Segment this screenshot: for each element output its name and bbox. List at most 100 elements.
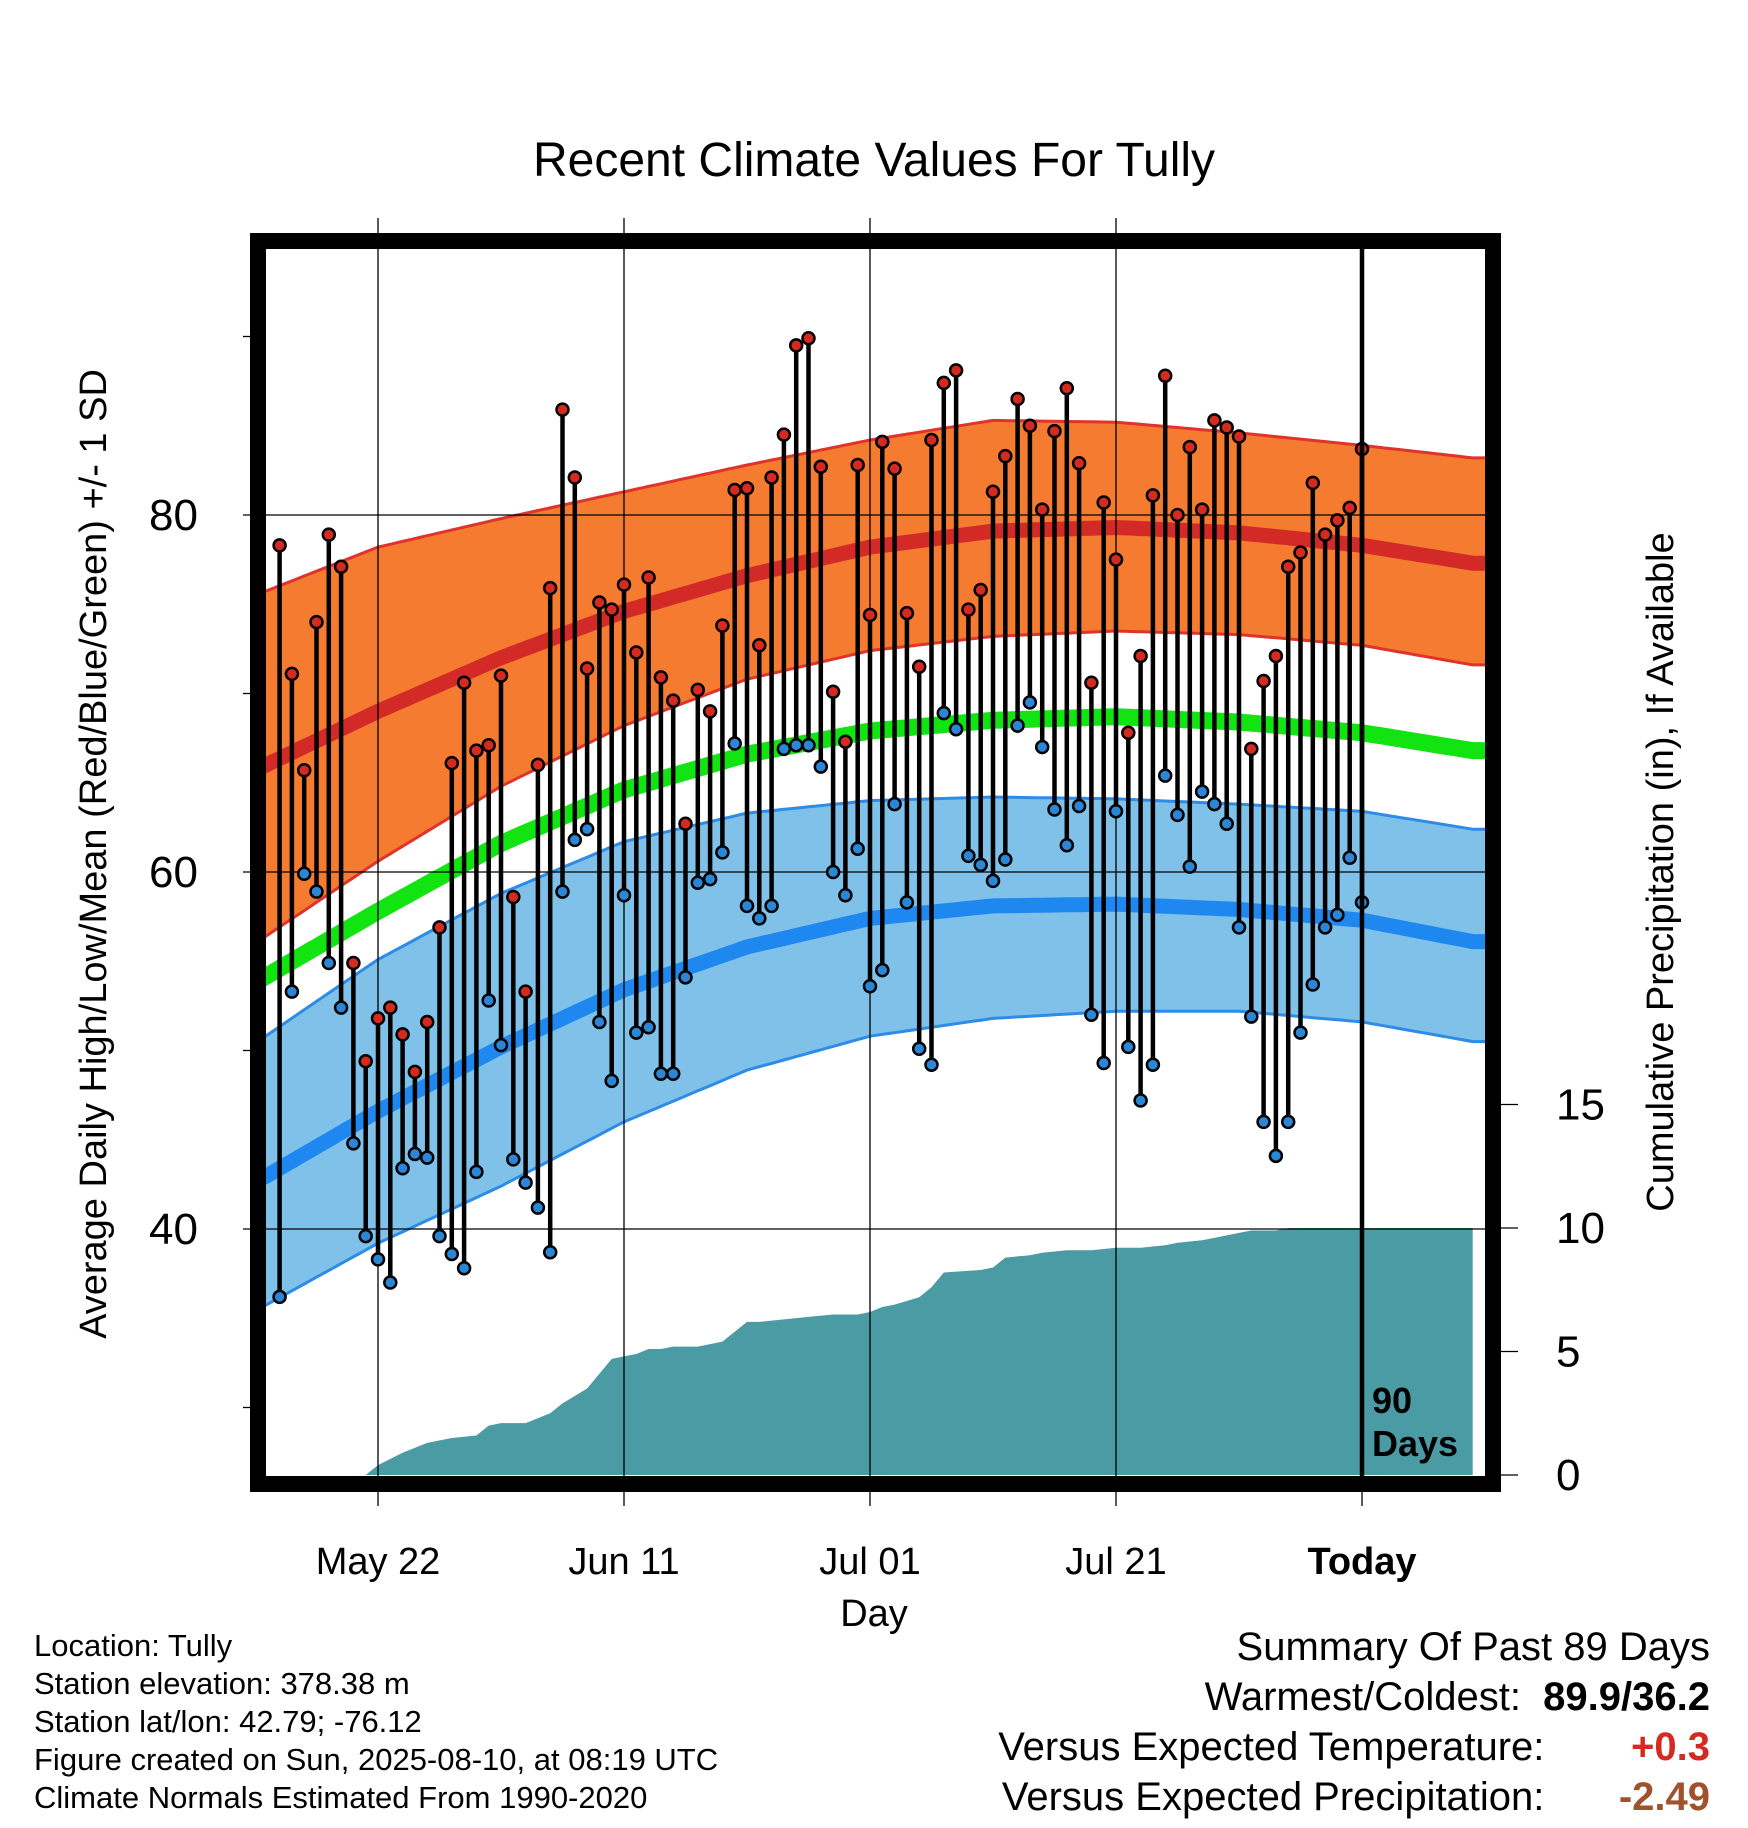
daily-low-point (1010, 718, 1025, 733)
daily-low-point (1194, 784, 1210, 799)
daily-high-point (739, 480, 755, 496)
daily-low-point (1219, 816, 1234, 832)
daily-high-point (641, 570, 656, 585)
daily-low-point (936, 705, 952, 721)
daily-high-point (825, 684, 841, 699)
daily-high-point (432, 920, 447, 935)
daily-low-point (407, 1146, 423, 1162)
plot-frame (250, 233, 1501, 1492)
daily-high-point (875, 434, 890, 450)
daily-low-point (296, 866, 312, 882)
x-axis-label: Day (840, 1593, 908, 1635)
daily-low-point (1034, 739, 1050, 755)
daily-high-point (1108, 552, 1124, 567)
elevation-text: Station elevation: 378.38 m (34, 1666, 410, 1701)
daily-high-point (370, 1011, 386, 1026)
daily-low-point (924, 1057, 939, 1073)
daily-high-point (1133, 648, 1148, 664)
daily-high-point (579, 661, 595, 676)
y-tick-label: 60 (149, 848, 198, 897)
precip-row: Versus Expected Precipitation: -2.49 (998, 1772, 1710, 1822)
daily-low-point (973, 857, 988, 873)
daily-high-point (961, 602, 976, 617)
chart-title: Recent Climate Values For Tully (533, 134, 1215, 187)
daily-low-point (518, 1175, 533, 1190)
daily-high-point (776, 427, 792, 442)
daily-high-point (948, 363, 964, 378)
daily-low-point (321, 955, 337, 971)
summary-title: Summary Of Past 89 Days (1236, 1625, 1710, 1669)
y2-tick-label: 0 (1556, 1451, 1580, 1500)
high-sd-band (266, 420, 1485, 937)
y-axis-label: Average Daily High/Low/Mean (Red/Blue/Gr… (73, 369, 115, 1339)
daily-low-point (272, 1289, 287, 1305)
daily-high-point (911, 659, 927, 674)
daily-high-point (456, 675, 472, 691)
warmest-label: Warmest/Coldest: (1204, 1675, 1521, 1719)
daily-low-point (961, 848, 976, 864)
warmest-value: 89.9/36.2 (1543, 1675, 1710, 1719)
daily-high-point (850, 457, 865, 473)
temp-row: Versus Expected Temperature: +0.3 (998, 1722, 1710, 1772)
daily-high-point (764, 470, 779, 485)
daily-low-point (1084, 1007, 1099, 1023)
daily-high-point (1145, 488, 1161, 503)
daily-low-point (764, 898, 779, 914)
daily-low-point (1342, 850, 1357, 865)
daily-low-point (690, 875, 706, 890)
x-tick-label: Jul 01 (819, 1541, 920, 1583)
normals-text: Climate Normals Estimated From 1990-2020 (34, 1780, 648, 1815)
daily-low-point (469, 1164, 484, 1180)
daily-high-point (690, 682, 706, 698)
daily-low-point (1096, 1055, 1111, 1071)
daily-low-point (752, 911, 767, 926)
daily-high-point (665, 693, 681, 708)
daily-high-point (1219, 420, 1234, 435)
daily-high-point (985, 484, 1001, 500)
low-sd-band (266, 797, 1485, 1306)
daily-low-point (444, 1246, 460, 1262)
daily-low-point (333, 1000, 349, 1015)
daily-high-point (813, 459, 829, 475)
daily-low-point (1256, 1114, 1271, 1130)
daily-low-point (629, 1025, 644, 1040)
daily-low-point (530, 1200, 546, 1215)
daily-low-point (506, 1152, 521, 1167)
daily-low-point (875, 962, 890, 978)
precip-label: Versus Expected Precipitation: (1001, 1775, 1545, 1819)
daily-low-point (432, 1228, 447, 1244)
x-tick-label: Jun 11 (568, 1541, 679, 1583)
daily-low-point (1231, 920, 1247, 935)
daily-low-point (985, 873, 1001, 889)
daily-high-point (506, 889, 521, 905)
daily-high-point (727, 482, 742, 498)
daily-low-point (579, 821, 595, 837)
daily-low-point (825, 864, 841, 880)
daily-high-point (1330, 513, 1345, 528)
daily-low-point (1305, 977, 1321, 992)
created-text: Figure created on Sun, 2025-08-10, at 08… (34, 1742, 719, 1777)
daily-low-point (838, 887, 853, 903)
daily-high-point (1157, 368, 1173, 384)
daily-high-point (1022, 418, 1038, 433)
daily-low-point (715, 845, 730, 860)
daily-high-point (333, 559, 349, 575)
daily-high-point (1034, 502, 1050, 517)
daily-high-point (469, 743, 484, 758)
daily-low-point (887, 796, 902, 812)
x-tick-label: Today (1307, 1541, 1416, 1583)
daily-high-point (444, 755, 460, 771)
daily-high-point (653, 670, 669, 685)
daily-high-point (530, 757, 546, 773)
daily-high-point (1342, 500, 1357, 516)
daily-low-point (1293, 1025, 1308, 1040)
daily-high-point (518, 984, 533, 999)
daily-low-point (727, 736, 742, 751)
daily-high-point (284, 666, 300, 682)
daily-high-point (1268, 648, 1284, 664)
daily-low-point (813, 759, 829, 774)
daily-high-point (788, 338, 804, 353)
daily-low-point (1133, 1093, 1148, 1108)
daily-low-point (1108, 804, 1124, 819)
